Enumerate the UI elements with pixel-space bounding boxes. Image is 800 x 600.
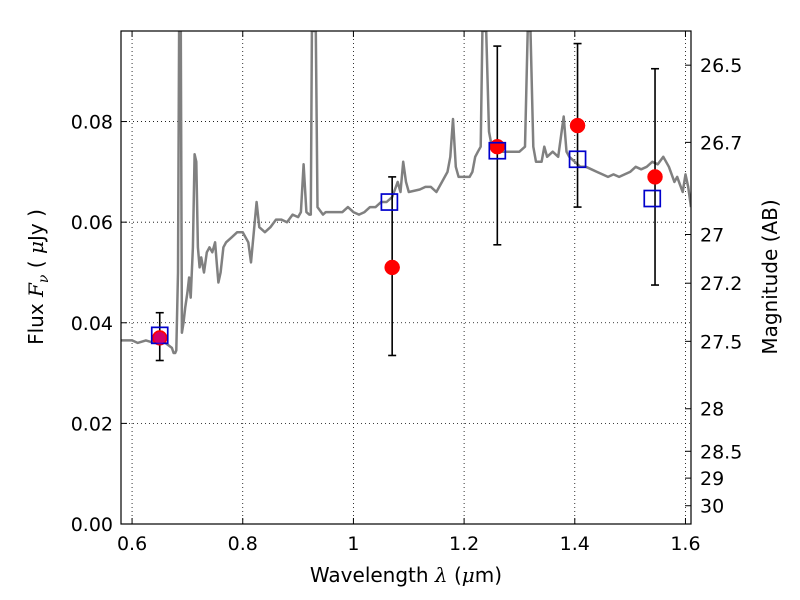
y-tick-label: 0.04 [71,313,113,335]
magnitude-tick-label: 27.2 [700,273,742,295]
x-axis-label: Wavelength λ (μm) [310,563,502,587]
y-tick-label: 0.06 [71,212,113,234]
magnitude-tick-label: 26.5 [700,55,742,77]
model-point [380,193,399,211]
y-tick-label: 0.08 [71,112,113,134]
spectrum-line [121,31,691,355]
observed-point [569,117,586,134]
x-tick-label: 0.6 [117,533,147,555]
magnitude-tick-label: 30 [700,496,724,518]
observed-point [647,169,663,185]
magnitude-tick-label: 27 [700,225,724,247]
plot-area [121,31,691,362]
y-tick-label: 0.02 [71,413,113,435]
x-tick-label: 1.4 [560,533,590,555]
y-axis-label: Flux Fν ( μJy ) [24,209,52,345]
model-point [643,189,662,208]
plot-frame [120,30,692,525]
y-tick-label: 0.00 [71,514,113,536]
magnitude-tick-label: 26.7 [700,132,742,154]
observed-point [489,138,506,155]
overlap-point [153,331,166,344]
x-tick-label: 1 [347,533,359,555]
magnitude-tick-label: 29 [700,468,724,490]
model-point [568,150,587,169]
axes: 0.6 0.8 1 1.2 1.4 1.6 0.00 0.02 0.04 0.06 0.08 26.5… [71,30,742,555]
observed-point [384,259,400,276]
x-tick-label: 1.2 [449,533,479,555]
magnitude-tick-label: 28 [700,399,724,421]
magnitude-tick-label: 28.5 [700,441,742,463]
x-tick-label: 0.8 [228,533,258,555]
x-tick-label: 1.6 [670,533,700,555]
magnitude-tick-label: 27.5 [700,331,742,353]
model-point [488,141,507,160]
grid [121,31,691,525]
y-axis-right-label: Magnitude (AB) [758,199,782,354]
